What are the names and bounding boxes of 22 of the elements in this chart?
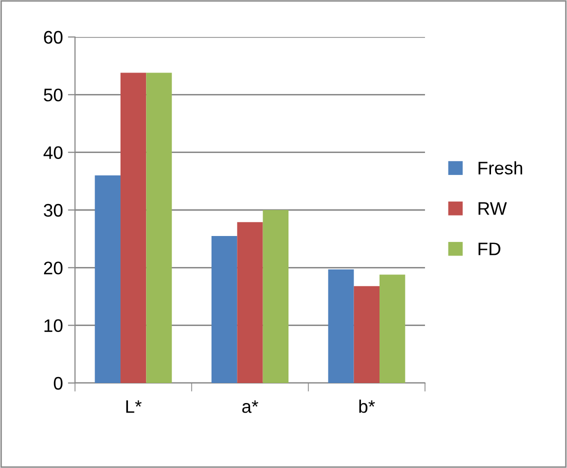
bar [212, 236, 238, 383]
y-tick-label: 60 [44, 30, 62, 44]
legend-label: Fresh [478, 161, 522, 174]
y-tick-label: 50 [44, 88, 62, 102]
legend-label: RW [478, 202, 507, 215]
x-tick-label: L* [126, 400, 142, 413]
bar [328, 269, 354, 383]
x-tick-label: b* [359, 400, 375, 413]
bar [120, 72, 146, 383]
y-tick-label: 10 [44, 319, 62, 332]
bar [146, 72, 172, 383]
bar [262, 210, 288, 383]
y-tick-label: 40 [44, 146, 62, 160]
bar [380, 274, 406, 383]
y-tick-label: 30 [44, 204, 62, 217]
x-tick-label: a* [242, 400, 258, 413]
bar [237, 222, 263, 383]
y-tick-label: 20 [44, 262, 62, 274]
y-tick-label: 0 [54, 376, 62, 390]
legend-label: FD [478, 242, 500, 256]
bar [94, 175, 120, 383]
bar [354, 286, 380, 383]
